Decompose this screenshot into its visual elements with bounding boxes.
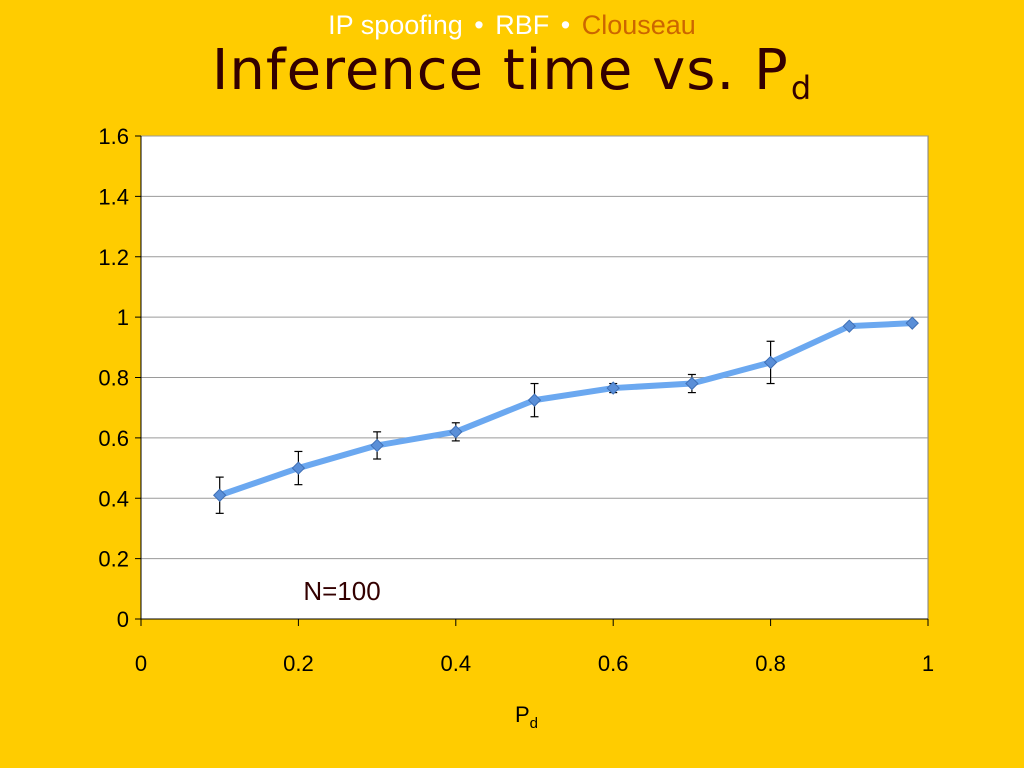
data-point [842,319,857,333]
x-tick-label: 0.8 [755,651,786,676]
data-point [606,381,620,395]
page-title-text: Inference time vs. P [211,38,789,103]
x-axis-label-text: P [515,702,530,727]
data-point [291,461,306,475]
x-tick-label: 0.4 [441,651,472,676]
annotation-n: N=100 [303,576,380,606]
breadcrumb-separator: • [560,10,571,40]
data-point [685,376,699,391]
x-tick-label: 0.2 [283,651,314,676]
y-tick-label: 0 [117,607,129,632]
x-axis-label: Pd [515,702,538,732]
x-axis-label-subscript: d [530,715,538,732]
y-tick-label: 1 [117,305,129,330]
breadcrumb-separator: • [474,10,484,40]
series-line [216,320,916,499]
breadcrumb-item-clouseau: Clouseau [581,10,696,40]
data-point [527,393,542,407]
y-tick-label: 0.8 [98,366,129,391]
data-point [370,438,384,453]
data-point [763,355,778,370]
y-tick-label: 1.4 [98,184,129,209]
data-point [905,316,919,330]
y-tick-label: 1.6 [98,124,129,149]
data-point [212,488,227,502]
y-tick-label: 0.6 [98,426,129,451]
y-tick-label: 1.2 [98,245,129,270]
y-tick-label: 0.2 [98,547,129,572]
x-tick-label: 0.6 [598,651,629,676]
breadcrumb: IP spoofing • RBF • Clouseau [0,10,1024,41]
data-point [449,425,463,439]
breadcrumb-item-rbf: RBF [495,10,550,40]
x-tick-label: 0 [135,651,147,676]
y-tick-label: 0.4 [98,486,129,511]
page-title-subscript: d [790,69,813,107]
breadcrumb-item-ip-spoofing: IP spoofing [328,10,463,40]
page-title: Inference time vs. Pd [0,38,1024,107]
x-tick-label: 1 [922,651,934,676]
